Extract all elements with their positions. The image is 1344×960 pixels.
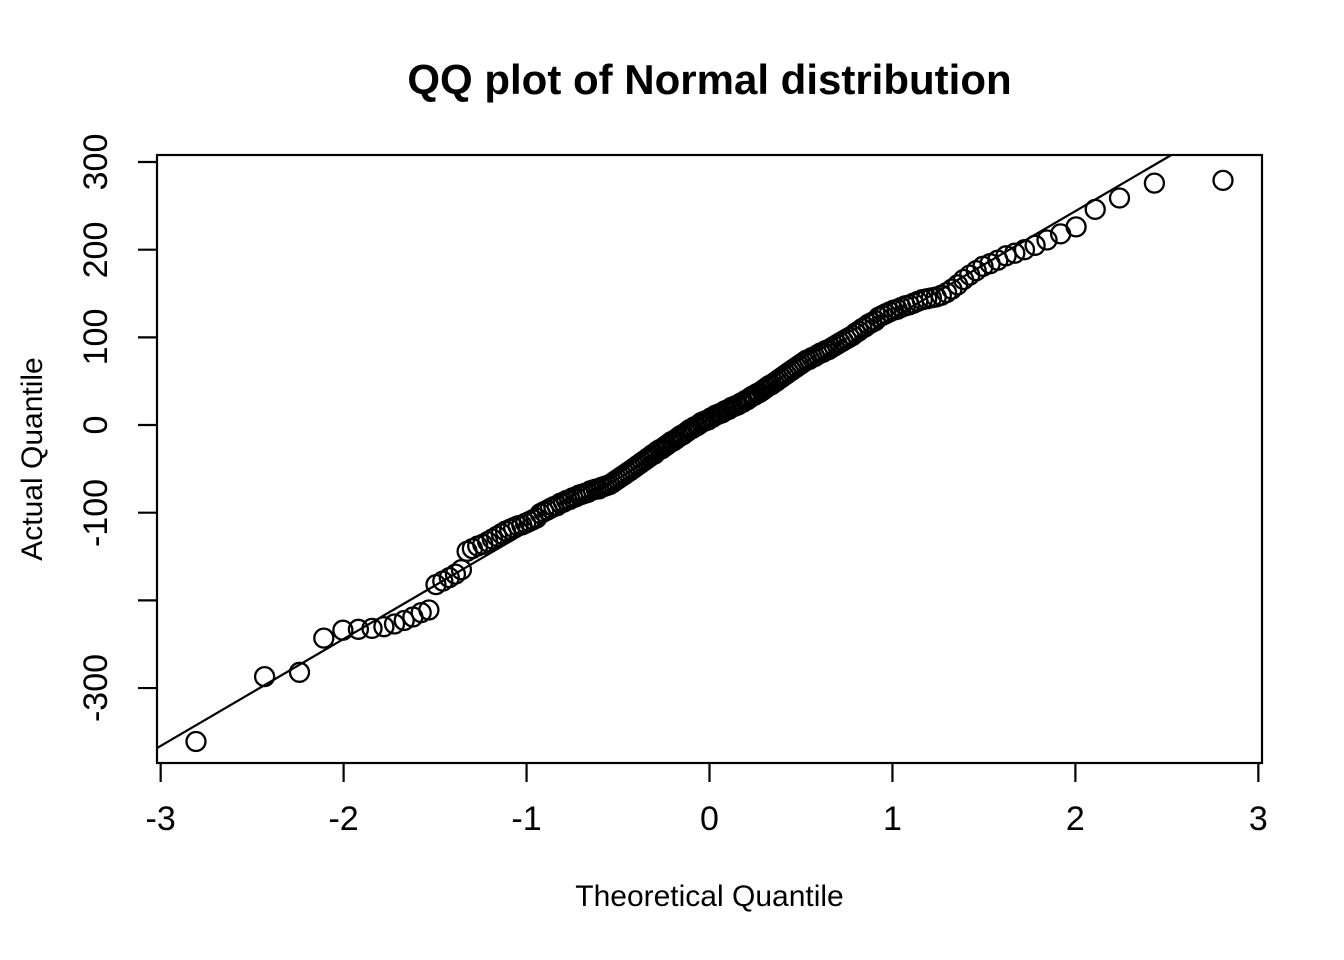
data-point — [373, 616, 395, 638]
data-point — [253, 665, 276, 688]
data-point — [1024, 234, 1046, 256]
x-tick-label: -1 — [511, 800, 542, 838]
data-point — [959, 264, 981, 286]
data-point — [1084, 198, 1106, 221]
data-point — [185, 730, 207, 753]
x-tick-label: 2 — [1065, 800, 1085, 838]
data-point — [1212, 169, 1234, 192]
data-point — [361, 617, 383, 640]
x-tick-label: 0 — [700, 800, 719, 838]
chart-title: QQ plot of Normal distribution — [407, 56, 1012, 103]
data-point — [444, 563, 467, 585]
x-tick-label: 1 — [882, 800, 902, 838]
data-point — [383, 613, 406, 635]
data-point — [525, 507, 548, 529]
plot-box — [155, 153, 1264, 765]
data-point — [995, 245, 1017, 267]
x-tick-label: -2 — [328, 800, 359, 838]
x-axis-title: Theoretical Quantile — [575, 880, 844, 913]
x-tick-label: -3 — [145, 800, 176, 838]
x-tick-label: 3 — [1248, 800, 1268, 838]
data-point — [418, 599, 440, 621]
data-point — [1004, 242, 1026, 264]
data-point — [1065, 216, 1087, 238]
data-point — [1036, 229, 1058, 251]
y-tick-label: -300 — [77, 654, 115, 723]
y-tick-label: -100 — [77, 478, 115, 547]
data-point — [288, 661, 311, 683]
y-tick-label: 300 — [77, 133, 115, 191]
data-point — [1108, 187, 1131, 209]
data-point — [935, 281, 958, 304]
y-tick-label: 0 — [77, 415, 115, 435]
data-point — [1143, 172, 1166, 194]
y-tick-label: 100 — [77, 308, 115, 366]
y-tick-label: 200 — [77, 221, 115, 279]
data-point — [347, 618, 370, 640]
data-point — [1013, 239, 1036, 261]
data-point — [332, 619, 354, 641]
y-axis-title: Actual Quantile — [16, 357, 49, 561]
data-point — [313, 627, 335, 649]
